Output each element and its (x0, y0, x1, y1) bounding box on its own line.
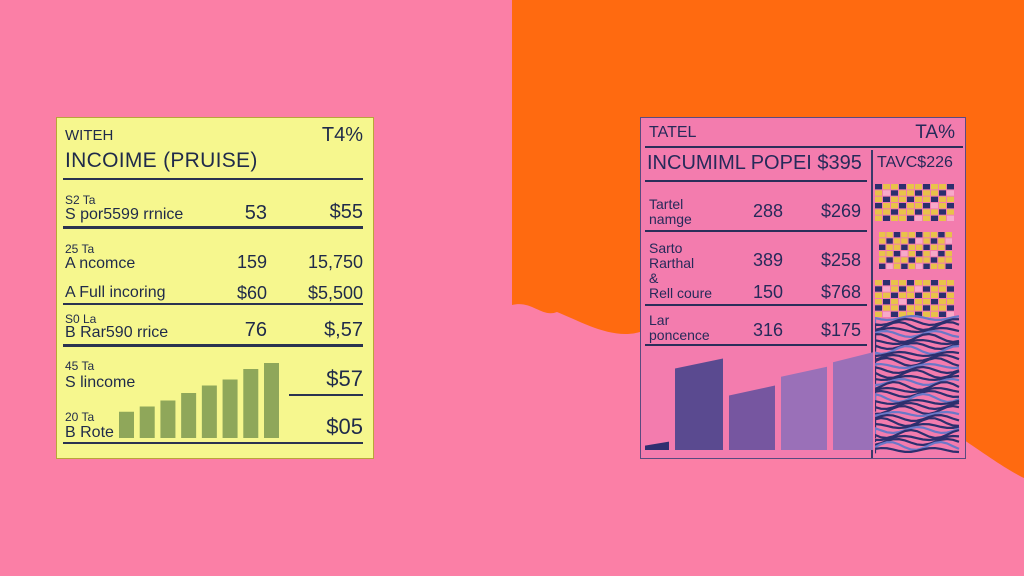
left-card-title: INCOIME (PRUISE) (65, 149, 258, 172)
row-value-2: $768 (820, 282, 861, 302)
pattern-block (879, 232, 952, 269)
right-bar (675, 358, 723, 450)
right-card-header-percent: TA% (915, 122, 955, 143)
row-small-label: 45 Ta (65, 359, 95, 373)
pattern-texture-graphic (875, 184, 960, 454)
row-label: A ncomce (65, 255, 136, 272)
left-bar (181, 393, 197, 438)
row-value-2: $5,500 (307, 283, 363, 303)
left-bar (139, 406, 155, 438)
divider (645, 146, 963, 148)
left-bar (264, 363, 279, 438)
pattern-block (875, 280, 954, 317)
left-bar (243, 369, 259, 438)
row-value-2: $05 (326, 414, 363, 439)
row-small-label: S2 Ta (65, 193, 96, 207)
row-label: Tartel namge (649, 196, 692, 227)
left-card-header-label: WITEH (65, 127, 114, 144)
row-label: S por5599 rrnice (65, 206, 184, 223)
row-label: Rell coure (649, 285, 713, 301)
divider (63, 344, 363, 347)
divider (645, 180, 867, 182)
right-card-title: INCUMIML POPEI $395 (647, 152, 862, 174)
row-value-2: $175 (820, 320, 861, 340)
row-value-2: $,57 (324, 319, 363, 341)
row-value-1: 316 (752, 320, 783, 340)
left-bar (160, 400, 176, 438)
row-value-1: 389 (752, 250, 783, 270)
row-label: B Rar590 rrice (65, 324, 169, 341)
row-value-1: 159 (236, 252, 267, 272)
row-value-2: $258 (820, 250, 861, 270)
row-value-1: $60 (236, 283, 267, 303)
pattern-block (875, 184, 954, 221)
row-label: A Full incoring (65, 284, 166, 301)
right-bar (645, 441, 669, 450)
right-bar (833, 352, 873, 450)
divider (63, 178, 363, 180)
right-card-title-secondary: TAVC$226 (877, 154, 953, 171)
divider (645, 344, 867, 346)
right-card-header-label: TATEL (649, 124, 697, 141)
divider (645, 230, 867, 232)
column-divider (871, 150, 873, 458)
divider (63, 442, 363, 444)
left-card-header-percent: T4% (321, 124, 363, 146)
right-bar (781, 366, 827, 450)
row-label: Sarto Rarthal & (649, 240, 695, 286)
row-small-label: 25 Ta (65, 242, 95, 256)
divider (645, 304, 867, 306)
row-value-2: 15,750 (307, 252, 363, 272)
row-value-2: $55 (329, 201, 363, 223)
row-value-1: 76 (244, 319, 267, 341)
left-bar (222, 379, 238, 438)
row-value-2: $57 (326, 366, 363, 391)
wave-pattern (875, 314, 960, 454)
divider (63, 303, 363, 305)
right-bar (729, 385, 775, 450)
row-small-label: 20 Ta (65, 410, 95, 424)
row-label: Lar poncence (649, 312, 710, 343)
row-value-1: 150 (752, 282, 783, 302)
row-value-2: $269 (820, 201, 861, 221)
row-value-1: 288 (752, 201, 783, 221)
income-card-left: WITEH T4% INCOIME (PRUISE) S2 Ta S por55… (56, 117, 374, 459)
row-small-label: S0 La (65, 312, 97, 326)
income-card-right: TATEL TA% INCUMIML POPEI $395 TAVC$226 T… (640, 117, 966, 459)
row-value-1: 53 (244, 202, 267, 224)
row-label: B Rote (65, 424, 114, 441)
row-label: S lincome (65, 374, 136, 391)
left-bar-graphic (119, 363, 279, 438)
divider (289, 394, 363, 396)
left-bar (201, 385, 217, 438)
right-bar-graphic (645, 352, 873, 450)
divider (63, 226, 363, 229)
left-bar (119, 411, 134, 438)
